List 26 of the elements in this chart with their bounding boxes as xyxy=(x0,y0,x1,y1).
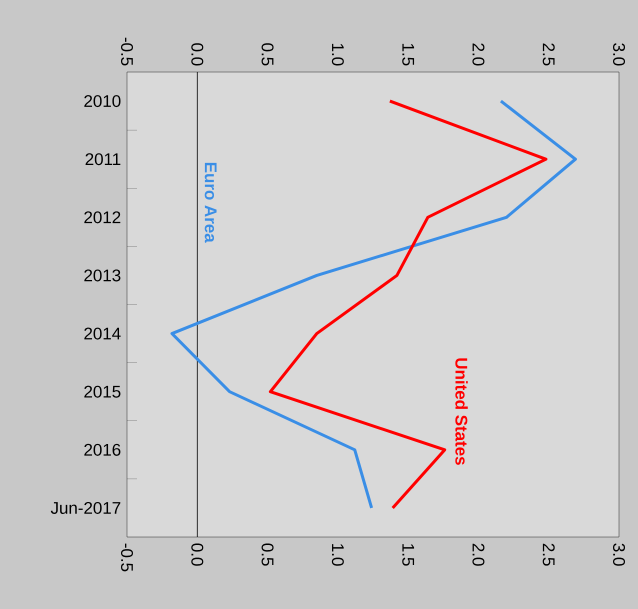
y-tick-label: Jun-2017 xyxy=(50,502,120,514)
y-tick-label: 2012 xyxy=(84,211,120,224)
x2-tick-label: 0.0 xyxy=(191,43,204,66)
x-tick-label: 1.0 xyxy=(332,544,344,566)
x2-tick-label: -0.5 xyxy=(121,38,133,66)
x-tick-label: 2.5 xyxy=(542,544,555,566)
y-tick-label: 2014 xyxy=(84,328,121,340)
x-tick-label: 2.0 xyxy=(472,544,484,566)
y-tick-label: 2016 xyxy=(84,444,120,456)
text: Euro Area xyxy=(204,162,217,243)
y-tick-label: 2010 xyxy=(84,95,120,108)
y-tick-label: 2011 xyxy=(86,153,120,166)
y-tick-label: 2015 xyxy=(84,386,120,398)
x2-tick-label: 2.0 xyxy=(472,43,484,66)
x2-tick-label: 0.5 xyxy=(262,43,274,66)
x2-tick-label: 3.0 xyxy=(613,43,626,66)
x-tick-label: 3.0 xyxy=(613,543,626,566)
x2-tick-label: 2.5 xyxy=(542,43,555,66)
x2-tick-label: 1.0 xyxy=(332,44,344,66)
x-tick-label: 0.5 xyxy=(262,544,274,566)
x-tick-label: 0.0 xyxy=(191,544,204,566)
x-tick-label: -0.5 xyxy=(121,544,133,572)
y-tick-label: 2013 xyxy=(84,269,120,282)
x2-tick-label: 1.5 xyxy=(402,44,414,66)
text: United States xyxy=(455,358,468,465)
x-tick-label: 1.5 xyxy=(402,544,414,566)
